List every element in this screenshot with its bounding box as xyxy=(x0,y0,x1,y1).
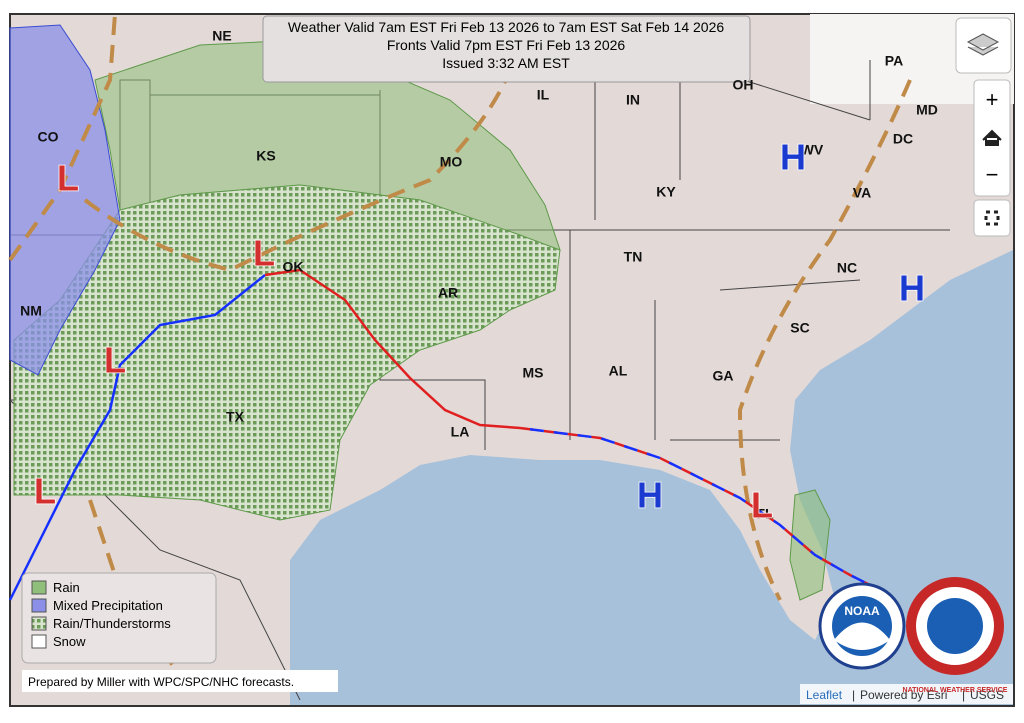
state-label: IL xyxy=(537,87,550,103)
pressure-center: H xyxy=(899,268,925,309)
nws-text: NATIONAL WEATHER SERVICE xyxy=(903,687,1008,694)
state-label: MS xyxy=(523,365,544,381)
state-label: LA xyxy=(451,424,470,440)
state-label: CO xyxy=(38,129,59,145)
ocean xyxy=(290,250,1013,705)
leaflet-link[interactable]: Leaflet xyxy=(806,688,843,702)
state-label: VA xyxy=(853,185,871,201)
pressure-center: H xyxy=(780,137,806,178)
state-label: OH xyxy=(733,77,754,93)
state-label: DC xyxy=(893,131,913,147)
state-label: PA xyxy=(885,53,903,69)
state-label: MD xyxy=(916,102,938,118)
state-label: AL xyxy=(609,363,628,379)
mixed-precip-area xyxy=(9,24,121,376)
attribution: Powered by Esri xyxy=(860,688,947,702)
legend-swatch xyxy=(31,634,47,649)
state-label: OK xyxy=(283,259,304,275)
legend-label: Rain xyxy=(53,580,80,595)
rain-area xyxy=(789,489,831,601)
legend-label: Mixed Precipitation xyxy=(53,598,163,613)
warm-front xyxy=(264,268,521,430)
legend-swatch xyxy=(31,598,47,613)
legend-label: Rain/Thunderstorms xyxy=(53,616,171,631)
header-box xyxy=(262,15,751,83)
zoom-out[interactable]: − xyxy=(986,162,999,187)
thunderstorm-area xyxy=(13,184,561,521)
pressure-center: L xyxy=(34,471,56,512)
pressure-center: H xyxy=(637,475,663,516)
credit: Prepared by Miller with WPC/SPC/NHC fore… xyxy=(28,675,294,689)
stationary-front xyxy=(519,426,871,587)
state-label: NE xyxy=(212,28,231,44)
state-label: KY xyxy=(656,184,676,200)
noaa-text: NOAA xyxy=(844,604,880,618)
state-label: KS xyxy=(256,148,275,164)
fullscreen-button[interactable] xyxy=(973,199,1011,237)
separator: | xyxy=(962,688,965,702)
cold-front xyxy=(8,274,266,601)
legend-swatch xyxy=(31,616,47,631)
state-label: NC xyxy=(837,260,857,276)
pressure-center: L xyxy=(57,158,79,199)
pressure-center: L xyxy=(104,340,126,381)
separator: | xyxy=(852,688,855,702)
header-line: Issued 3:32 AM EST xyxy=(442,55,570,71)
state-label: TX xyxy=(226,409,245,425)
home-button[interactable] xyxy=(982,129,1002,146)
pressure-center: L xyxy=(751,485,773,526)
state-label: AR xyxy=(438,285,458,301)
layers-button[interactable] xyxy=(955,17,1012,74)
header-line: Fronts Valid 7pm EST Fri Feb 13 2026 xyxy=(387,37,626,53)
pressure-center: L xyxy=(253,233,275,274)
state-label: WV xyxy=(801,142,824,158)
zoom-in[interactable]: + xyxy=(986,87,999,112)
state-label: NM xyxy=(20,303,42,319)
noaa-logo: NOAA xyxy=(818,582,906,670)
stationary-front xyxy=(519,426,871,587)
state-label: GA xyxy=(713,368,734,384)
legend xyxy=(21,572,217,664)
legend-label: Snow xyxy=(53,634,86,649)
state-label: SC xyxy=(790,320,809,336)
state-label: MO xyxy=(440,154,463,170)
credit-box xyxy=(22,670,338,692)
attribution-box xyxy=(800,684,1013,704)
header-line: Weather Valid 7am EST Fri Feb 13 2026 to… xyxy=(288,19,725,35)
state-label: TN xyxy=(624,249,643,265)
state-label: IN xyxy=(626,92,640,108)
nws-logo: NATIONAL WEATHER SERVICE xyxy=(903,577,1008,694)
attribution: USGS xyxy=(970,688,1004,702)
legend-swatch xyxy=(31,580,47,595)
state-label: FL xyxy=(756,506,774,522)
